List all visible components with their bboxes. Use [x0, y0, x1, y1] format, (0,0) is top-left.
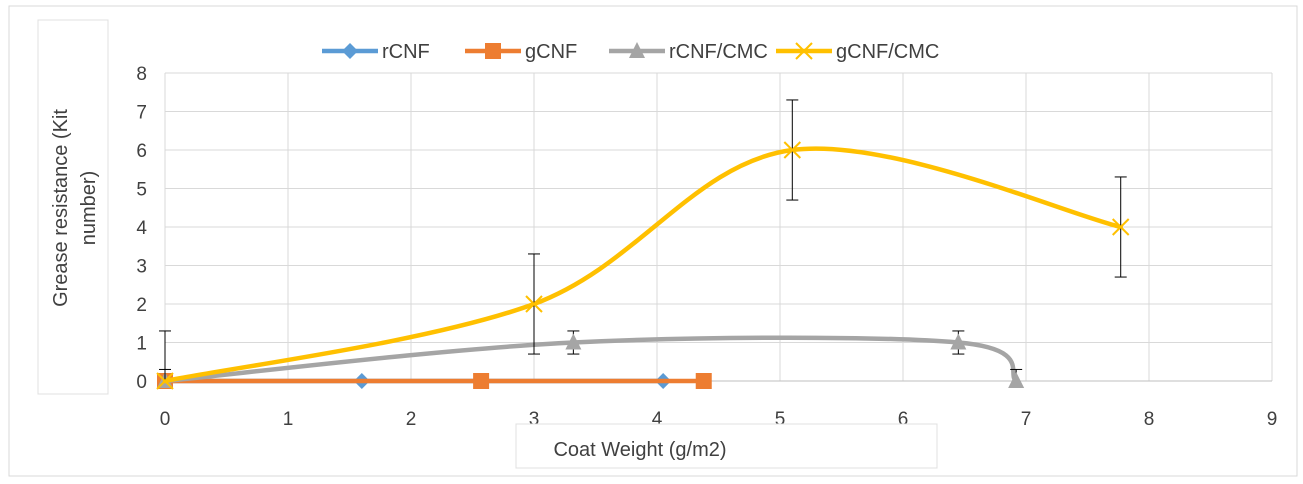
data-point-gcnf-cmc-stroke [783, 141, 802, 159]
x-tick-label: 3 [529, 409, 540, 430]
y-tick-label: 2 [136, 295, 147, 316]
data-point-gcnf-cmc-stroke [156, 372, 174, 390]
legend-swatch-marker [342, 43, 358, 59]
y-tick-label: 5 [136, 180, 147, 201]
series-line-gcnf-cmc [162, 146, 1123, 384]
x-tick-label: 6 [898, 409, 909, 430]
x-axis-title: Coat Weight (g/m2) [553, 439, 726, 461]
legend-label: rCNF [382, 41, 430, 63]
legend-item-gcnf-cmc: gCNF/CMC [776, 41, 939, 63]
y-axis-title-box [37, 19, 109, 395]
y-tick-label: 1 [136, 334, 147, 355]
legend-swatch-marker [629, 42, 645, 58]
x-tick-label: 4 [652, 409, 663, 430]
legend-swatch-marker [485, 43, 501, 59]
y-tick-label: 7 [136, 103, 147, 124]
axes: 0 1 2 3 4 5 6 7 8 0 1 2 3 4 5 6 7 8 9 [136, 64, 1277, 430]
x-tick-label: 7 [1021, 409, 1032, 430]
legend-swatch-marker-stroke [795, 42, 813, 60]
data-point-rcnf-cmc [1008, 372, 1025, 388]
data-point-gcnf-cmc [783, 141, 802, 159]
x-tick-label: 5 [775, 409, 786, 430]
legend-item-rcnf: rCNF [322, 41, 430, 63]
data-point-gcnf-cmc [525, 295, 543, 313]
legend-item-gcnf: gCNF [465, 41, 577, 63]
chart-area-border [8, 5, 1298, 477]
y-axis-title-line: number) [78, 171, 100, 245]
y-tick-label: 8 [136, 64, 147, 85]
y-tick-label: 3 [136, 257, 147, 278]
x-tick-label: 2 [406, 409, 417, 430]
y-tick-label: 6 [136, 141, 147, 162]
data-point-rcnf-cmc [565, 333, 582, 350]
legend-item-rcnf-cmc: rCNF/CMC [609, 41, 768, 63]
legend-label: gCNF/CMC [836, 41, 939, 63]
data-point-gcnf [473, 373, 490, 389]
data-point-gcnf-cmc-stroke [525, 295, 543, 313]
legend-label: rCNF/CMC [669, 41, 768, 63]
y-tick-label: 0 [136, 372, 147, 393]
x-axis-title-box [515, 423, 938, 469]
x-tick-label: 9 [1267, 409, 1278, 430]
y-tick-label: 4 [136, 218, 147, 239]
legend-swatch-marker [795, 42, 813, 60]
legend-label: gCNF [525, 41, 577, 63]
series-gcnf-cmc [156, 99, 1130, 390]
y-axis-title-line: Grease resistance (Kit [50, 109, 72, 307]
series-line-rcnf-cmc [162, 335, 1019, 384]
series-layer [156, 99, 1130, 390]
x-tick-label: 0 [160, 409, 171, 430]
x-tick-label: 1 [283, 409, 294, 430]
legend: rCNF gCNF rCNF/CMC gCNF/CMC [322, 41, 939, 63]
x-tick-label: 8 [1144, 409, 1155, 430]
data-point-rcnf-cmc [950, 333, 967, 350]
data-point-gcnf-cmc [156, 372, 174, 390]
data-point-gcnf [695, 373, 712, 389]
data-point-gcnf-cmc [1112, 218, 1130, 236]
data-point-gcnf-cmc-stroke [1112, 218, 1130, 236]
y-axis-title: Grease resistance (Kit number) [50, 109, 100, 307]
